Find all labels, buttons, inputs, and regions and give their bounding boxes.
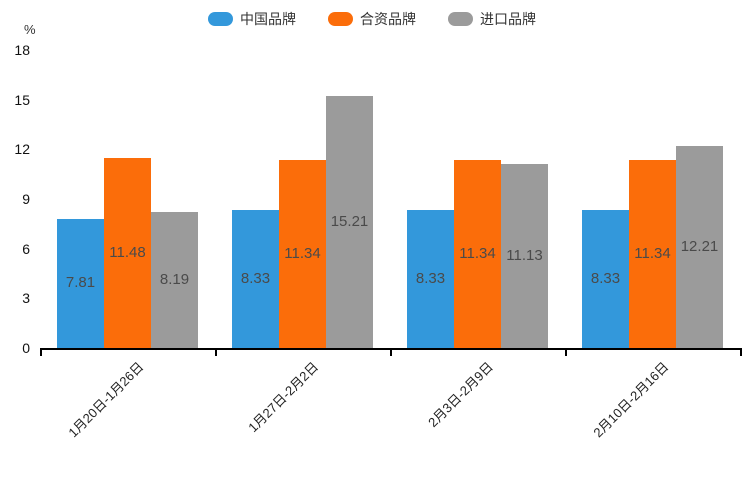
x-axis-category-label: 2月3日-2月9日 [425,359,497,431]
bar-value-label: 7.81 [65,274,96,292]
bar-value-label: 11.34 [634,245,671,263]
bar-中国品牌-3 [582,210,629,348]
bar-合资品牌-3 [629,160,676,348]
legend-item-2[interactable]: 进口品牌 [448,9,536,29]
bar-value-label: 8.33 [240,270,271,288]
bar-合资品牌-0 [104,157,151,348]
legend-swatch-icon [328,12,353,26]
y-axis-tick-label: 18 [14,42,30,58]
bar-进口品牌-2 [501,163,548,348]
x-axis-category-label: 1月20日-1月26日 [65,359,147,441]
x-axis-tick-mark [565,350,567,356]
bar-value-label: 11.48 [109,243,146,261]
legend-swatch-icon [448,12,473,26]
bar-value-label: 11.34 [459,245,496,263]
legend-label: 中国品牌 [240,11,296,27]
y-axis-unit-label: % [24,22,36,37]
y-axis-tick-label: 6 [22,240,30,257]
bar-进口品牌-0 [151,212,198,348]
bar-value-label: 11.34 [284,245,321,263]
legend-swatch-icon [208,12,233,26]
legend-label: 合资品牌 [360,11,416,27]
bar-合资品牌-1 [279,160,326,348]
bar-value-label: 8.33 [415,270,446,288]
bar-value-label: 8.19 [159,271,190,289]
y-axis-tick-label: 3 [22,290,30,307]
bar-value-label: 12.21 [680,237,719,255]
y-axis-tick-label: 0 [22,340,30,356]
legend: 中国品牌 合资品牌 进口品牌 [0,9,744,29]
y-axis-tick-label: 12 [14,141,30,158]
legend-label: 进口品牌 [480,11,536,27]
bar-合资品牌-2 [454,160,501,348]
x-axis-category-label: 1月27日-2月2日 [245,359,322,436]
x-axis-line [40,348,742,350]
x-axis-tick-mark [740,350,742,356]
bar-中国品牌-0 [57,218,104,348]
x-axis-tick-mark [390,350,392,356]
y-axis-tick-label: 15 [14,91,30,108]
bar-进口品牌-1 [326,96,373,348]
bar-value-label: 15.21 [330,213,369,231]
bar-中国品牌-1 [232,210,279,348]
x-axis-category-label: 2月10日-2月16日 [590,359,672,441]
x-axis-tick-mark [215,350,217,356]
legend-item-1[interactable]: 合资品牌 [328,9,416,29]
bar-进口品牌-3 [676,145,723,348]
y-axis-tick-label: 9 [22,191,30,207]
bar-value-label: 11.13 [506,246,543,264]
x-axis-tick-mark [40,350,42,356]
bar-中国品牌-2 [407,210,454,348]
bar-value-label: 8.33 [590,270,621,288]
legend-item-0[interactable]: 中国品牌 [208,9,296,29]
